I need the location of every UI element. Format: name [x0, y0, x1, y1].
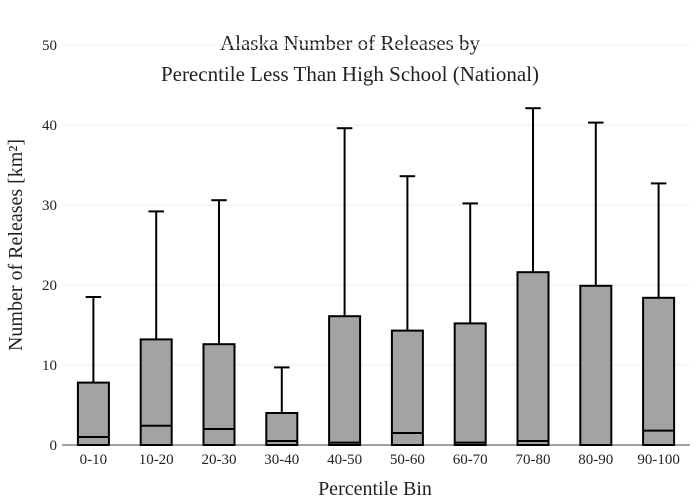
x-tick-label: 50-60 [390, 452, 425, 468]
box-body [265, 412, 299, 446]
box-40-50 [328, 127, 362, 447]
y-tick-label: 20 [42, 278, 57, 294]
box-20-30 [202, 199, 236, 447]
box-60-70 [453, 202, 487, 446]
box-body [390, 329, 424, 447]
box-body [453, 322, 487, 446]
x-axis-ticks: 0-10 10-20 20-30 30-40 40-50 50-60 60-70 70-80 8… [80, 452, 680, 468]
x-tick-label: 30-40 [264, 452, 299, 468]
x-axis-label: Percentile Bin [318, 478, 432, 500]
box-80-90 [579, 121, 613, 446]
box-body [516, 271, 550, 447]
chart-title-line-2: Perecntile Less Than High School (Nation… [161, 62, 539, 86]
boxes [76, 107, 676, 447]
x-tick-label: 60-70 [453, 452, 488, 468]
y-tick-label: 10 [42, 358, 57, 374]
chart-title-line-1: Alaska Number of Releases by [220, 31, 481, 55]
box-30-40 [265, 366, 299, 446]
box-body [579, 284, 613, 446]
box-10-20 [139, 210, 173, 446]
y-axis-ticks: 0 10 20 30 40 50 [42, 38, 57, 454]
y-tick-label: 50 [42, 38, 57, 54]
y-tick-label: 40 [42, 118, 57, 134]
box-body [642, 296, 676, 446]
x-tick-label: 20-30 [202, 452, 237, 468]
box-70-80 [516, 107, 550, 447]
box-50-60 [390, 175, 424, 447]
x-tick-label: 90-100 [637, 452, 680, 468]
y-axis-label: Number of Releases [km²] [5, 139, 27, 351]
box-body [328, 315, 362, 447]
box-90-100 [642, 182, 676, 446]
box-0-10 [76, 296, 110, 447]
y-tick-label: 0 [50, 438, 58, 454]
box-body [76, 381, 110, 447]
x-tick-label: 10-20 [139, 452, 174, 468]
box-body [139, 338, 173, 446]
x-tick-label: 0-10 [80, 452, 108, 468]
x-tick-label: 40-50 [327, 452, 362, 468]
x-tick-label: 70-80 [516, 452, 551, 468]
x-tick-label: 80-90 [578, 452, 613, 468]
y-tick-label: 30 [42, 198, 57, 214]
